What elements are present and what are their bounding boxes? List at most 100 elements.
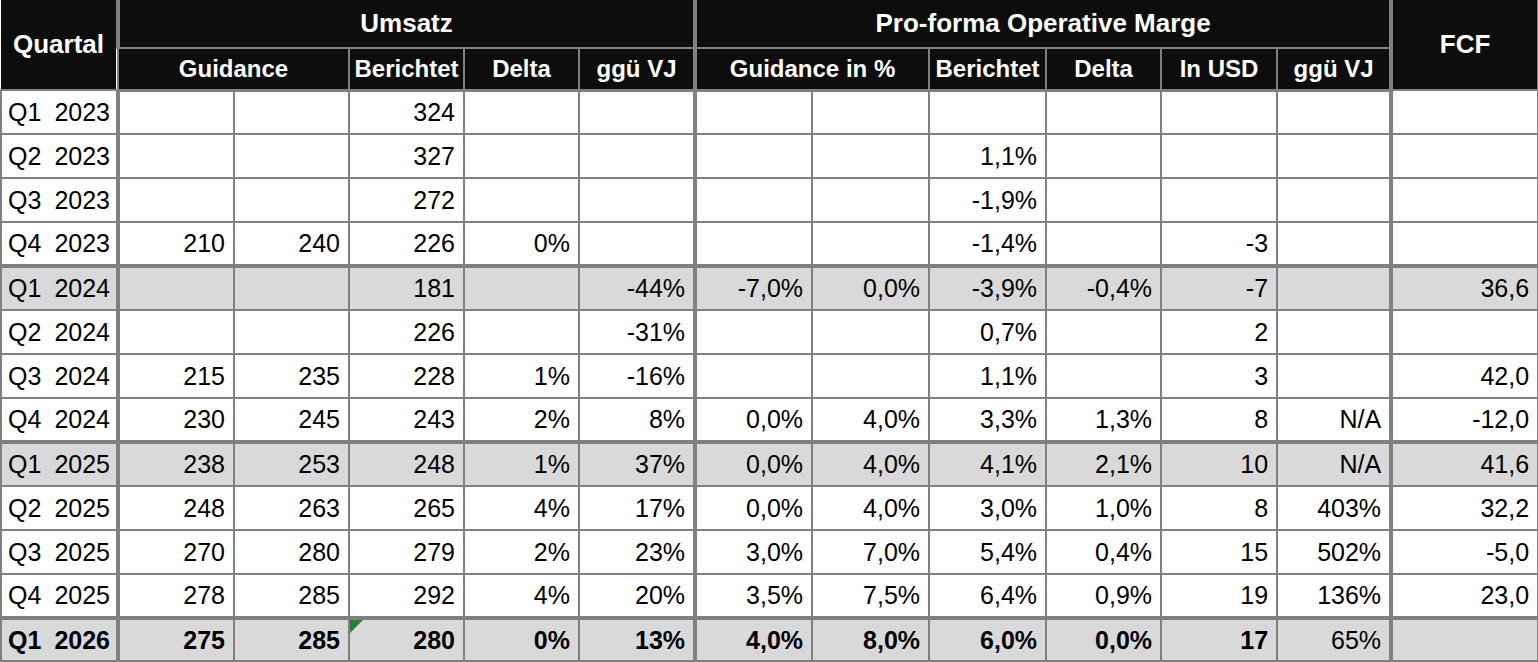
umsatz-delta-cell[interactable] — [464, 90, 579, 134]
fcf-cell[interactable]: 36,6 — [1391, 266, 1538, 310]
fcf-cell[interactable]: 42,0 — [1391, 354, 1538, 398]
marge-berichtet-cell[interactable]: 6,4% — [929, 574, 1046, 618]
marge-delta-cell[interactable]: 1,0% — [1046, 486, 1161, 530]
marge-ggue-vj-cell[interactable]: 502% — [1277, 530, 1391, 574]
fcf-cell[interactable] — [1391, 90, 1538, 134]
umsatz-berichtet-cell[interactable]: 243 — [349, 398, 464, 442]
header-group-marge[interactable]: Pro-forma Operative Marge — [695, 0, 1391, 48]
quartal-cell[interactable]: Q22024 — [1, 310, 118, 354]
marge-delta-cell[interactable]: 0,0% — [1046, 618, 1161, 662]
umsatz-guidance-high-cell[interactable]: 285 — [234, 574, 349, 618]
marge-guidance-low-cell[interactable]: 4,0% — [695, 618, 812, 662]
umsatz-guidance-high-cell[interactable] — [234, 310, 349, 354]
umsatz-delta-cell[interactable] — [464, 310, 579, 354]
quartal-cell[interactable]: Q32023 — [1, 178, 118, 222]
fcf-cell[interactable]: -12,0 — [1391, 398, 1538, 442]
umsatz-guidance-low-cell[interactable]: 238 — [118, 442, 234, 486]
marge-guidance-high-cell[interactable]: 4,0% — [812, 486, 929, 530]
marge-guidance-high-cell[interactable]: 0,0% — [812, 266, 929, 310]
marge-guidance-low-cell[interactable]: 0,0% — [695, 486, 812, 530]
umsatz-ggue-vj-cell[interactable]: 23% — [579, 530, 695, 574]
marge-delta-cell[interactable] — [1046, 354, 1161, 398]
umsatz-guidance-high-cell[interactable]: 285 — [234, 618, 349, 662]
header-fcf[interactable]: FCF — [1391, 0, 1538, 90]
marge-in-usd-cell[interactable]: 19 — [1161, 574, 1277, 618]
marge-guidance-high-cell[interactable]: 7,5% — [812, 574, 929, 618]
marge-delta-cell[interactable] — [1046, 134, 1161, 178]
marge-guidance-high-cell[interactable]: 4,0% — [812, 442, 929, 486]
marge-in-usd-cell[interactable] — [1161, 134, 1277, 178]
umsatz-guidance-low-cell[interactable] — [118, 134, 234, 178]
marge-delta-cell[interactable] — [1046, 90, 1161, 134]
umsatz-delta-cell[interactable]: 1% — [464, 442, 579, 486]
header-quartal[interactable]: Quartal — [1, 0, 118, 90]
fcf-cell[interactable] — [1391, 310, 1538, 354]
marge-in-usd-cell[interactable]: 8 — [1161, 486, 1277, 530]
fcf-cell[interactable] — [1391, 178, 1538, 222]
header-marge-berichtet[interactable]: Berichtet — [929, 48, 1046, 90]
umsatz-ggue-vj-cell[interactable]: -16% — [579, 354, 695, 398]
umsatz-delta-cell[interactable]: 0% — [464, 618, 579, 662]
marge-ggue-vj-cell[interactable]: 65% — [1277, 618, 1391, 662]
marge-ggue-vj-cell[interactable] — [1277, 134, 1391, 178]
marge-berichtet-cell[interactable]: 5,4% — [929, 530, 1046, 574]
marge-guidance-high-cell[interactable] — [812, 90, 929, 134]
umsatz-ggue-vj-cell[interactable]: -31% — [579, 310, 695, 354]
marge-in-usd-cell[interactable]: 8 — [1161, 398, 1277, 442]
umsatz-ggue-vj-cell[interactable] — [579, 178, 695, 222]
fcf-cell[interactable]: 23,0 — [1391, 574, 1538, 618]
marge-guidance-low-cell[interactable]: 0,0% — [695, 442, 812, 486]
umsatz-guidance-high-cell[interactable]: 280 — [234, 530, 349, 574]
quartal-cell[interactable]: Q42024 — [1, 398, 118, 442]
umsatz-ggue-vj-cell[interactable]: 37% — [579, 442, 695, 486]
umsatz-guidance-low-cell[interactable] — [118, 266, 234, 310]
umsatz-ggue-vj-cell[interactable]: 13% — [579, 618, 695, 662]
umsatz-berichtet-cell[interactable]: 265 — [349, 486, 464, 530]
umsatz-delta-cell[interactable]: 0% — [464, 222, 579, 266]
umsatz-ggue-vj-cell[interactable] — [579, 134, 695, 178]
marge-guidance-high-cell[interactable] — [812, 134, 929, 178]
marge-berichtet-cell[interactable] — [929, 90, 1046, 134]
umsatz-berichtet-cell[interactable]: 226 — [349, 310, 464, 354]
header-umsatz-delta[interactable]: Delta — [464, 48, 579, 90]
marge-ggue-vj-cell[interactable] — [1277, 354, 1391, 398]
marge-delta-cell[interactable] — [1046, 310, 1161, 354]
umsatz-berichtet-cell[interactable]: 272 — [349, 178, 464, 222]
marge-in-usd-cell[interactable] — [1161, 90, 1277, 134]
umsatz-guidance-low-cell[interactable]: 215 — [118, 354, 234, 398]
marge-berichtet-cell[interactable]: 3,0% — [929, 486, 1046, 530]
marge-in-usd-cell[interactable]: -7 — [1161, 266, 1277, 310]
marge-berichtet-cell[interactable]: 4,1% — [929, 442, 1046, 486]
umsatz-guidance-high-cell[interactable] — [234, 134, 349, 178]
header-marge-delta[interactable]: Delta — [1046, 48, 1161, 90]
umsatz-berichtet-cell[interactable]: 324 — [349, 90, 464, 134]
marge-guidance-low-cell[interactable] — [695, 354, 812, 398]
marge-berichtet-cell[interactable]: 6,0% — [929, 618, 1046, 662]
marge-delta-cell[interactable]: 1,3% — [1046, 398, 1161, 442]
marge-delta-cell[interactable]: 2,1% — [1046, 442, 1161, 486]
marge-in-usd-cell[interactable]: -3 — [1161, 222, 1277, 266]
umsatz-guidance-low-cell[interactable]: 278 — [118, 574, 234, 618]
header-group-umsatz[interactable]: Umsatz — [118, 0, 695, 48]
fcf-cell[interactable]: 32,2 — [1391, 486, 1538, 530]
quartal-cell[interactable]: Q22023 — [1, 134, 118, 178]
umsatz-guidance-high-cell[interactable]: 253 — [234, 442, 349, 486]
marge-in-usd-cell[interactable] — [1161, 178, 1277, 222]
quartal-cell[interactable]: Q12023 — [1, 90, 118, 134]
umsatz-delta-cell[interactable]: 1% — [464, 354, 579, 398]
marge-guidance-high-cell[interactable] — [812, 222, 929, 266]
quartal-cell[interactable]: Q42023 — [1, 222, 118, 266]
marge-in-usd-cell[interactable]: 3 — [1161, 354, 1277, 398]
quartal-cell[interactable]: Q42025 — [1, 574, 118, 618]
umsatz-ggue-vj-cell[interactable]: 17% — [579, 486, 695, 530]
marge-delta-cell[interactable]: 0,9% — [1046, 574, 1161, 618]
umsatz-delta-cell[interactable] — [464, 134, 579, 178]
header-umsatz-guidance[interactable]: Guidance — [118, 48, 349, 90]
marge-delta-cell[interactable]: 0,4% — [1046, 530, 1161, 574]
marge-ggue-vj-cell[interactable]: 136% — [1277, 574, 1391, 618]
marge-guidance-low-cell[interactable] — [695, 90, 812, 134]
umsatz-ggue-vj-cell[interactable] — [579, 90, 695, 134]
umsatz-berichtet-cell[interactable]: 248 — [349, 442, 464, 486]
umsatz-delta-cell[interactable]: 2% — [464, 530, 579, 574]
marge-berichtet-cell[interactable]: 1,1% — [929, 134, 1046, 178]
